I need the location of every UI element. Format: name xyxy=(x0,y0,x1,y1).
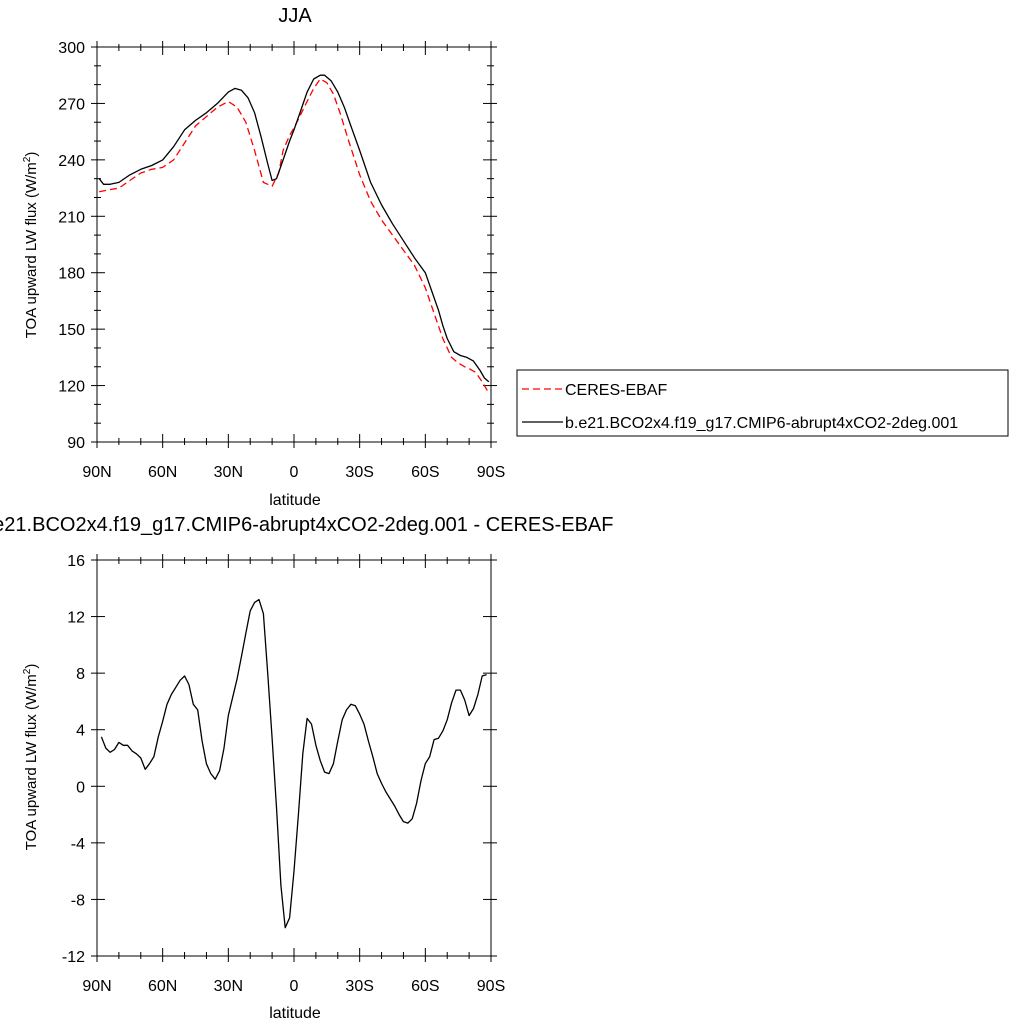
top-panel-series xyxy=(98,74,490,394)
top-y-tick-label: 210 xyxy=(58,209,85,226)
bottom-x-tick-label: 60N xyxy=(148,978,177,995)
bottom-x-tick-label: 60S xyxy=(411,978,439,995)
bottom-y-tick-label: 16 xyxy=(67,553,85,570)
bottom-series-line-0 xyxy=(100,598,487,929)
legend-ceres-label: CERES-EBAF xyxy=(565,382,667,399)
bottom-y-tick-label: 4 xyxy=(76,723,85,740)
top-y-axis-label: TOA upward LW flux (W/m2) xyxy=(22,152,40,339)
legend-box xyxy=(516,369,1009,437)
bottom-x-tick-label: 0 xyxy=(290,978,299,995)
bottom-y-tick-label: -8 xyxy=(71,892,85,909)
top-x-tick-label: 60S xyxy=(411,464,439,481)
top-x-axis-label: latitude xyxy=(269,492,321,509)
top-panel-ticks xyxy=(91,41,497,448)
bottom-y-tick-label: 8 xyxy=(76,666,85,683)
bottom-x-tick-label: 30S xyxy=(345,978,373,995)
bottom-x-tick-label: 90S xyxy=(477,978,505,995)
bottom-x-axis-label: latitude xyxy=(269,1005,321,1022)
bottom-panel-ticks xyxy=(91,554,497,962)
top-x-tick-label: 90N xyxy=(82,464,111,481)
legend: CERES-EBAF b.e21.BCO2x4.f19_g17.CMIP6-ab… xyxy=(516,369,1009,437)
top-panel-title: JJA xyxy=(278,5,312,27)
bottom-panel-title: b.e21.BCO2x4.f19_g17.CMIP6-abrupt4xCO2-2… xyxy=(0,514,614,536)
top-y-tick-label: 180 xyxy=(58,266,85,283)
top-x-tick-label: 30S xyxy=(345,464,373,481)
top-panel: JJA TOA upward LW flux (W/m2) latitude 9… xyxy=(22,5,1009,509)
bottom-y-tick-label: -4 xyxy=(71,836,85,853)
bottom-panel-tick-labels: 90N 60N 30N 0 30S 60S 90S -12 -8 -4 0 4 8 12 16 xyxy=(62,553,505,995)
top-y-tick-label: 150 xyxy=(58,322,85,339)
legend-model-label: b.e21.BCO2x4.f19_g17.CMIP6-abrupt4xCO2-2… xyxy=(565,415,958,432)
bottom-panel: b.e21.BCO2x4.f19_g17.CMIP6-abrupt4xCO2-2… xyxy=(0,514,614,1022)
top-x-tick-label: 30N xyxy=(214,464,243,481)
top-x-tick-label: 90S xyxy=(477,464,505,481)
top-series-line-0 xyxy=(99,78,490,394)
bottom-y-tick-label: 12 xyxy=(67,610,85,627)
top-y-tick-label: 240 xyxy=(58,153,85,170)
top-y-tick-label: 270 xyxy=(58,96,85,113)
bottom-y-tick-label: 0 xyxy=(76,779,85,796)
top-plot-frame xyxy=(96,46,492,443)
bottom-panel-series xyxy=(100,598,487,929)
bottom-y-axis-label: TOA upward LW flux (W/m2) xyxy=(22,664,40,851)
top-panel-tick-labels: 90N 60N 30N 0 30S 60S 90S 90 120 150 180 210 240 270 3… xyxy=(58,40,505,481)
top-y-tick-label: 90 xyxy=(67,435,85,452)
bottom-x-tick-label: 30N xyxy=(214,978,243,995)
top-y-tick-label: 120 xyxy=(58,379,85,396)
top-x-tick-label: 60N xyxy=(148,464,177,481)
bottom-y-tick-label: -12 xyxy=(62,949,85,966)
top-series-line-1 xyxy=(98,74,490,383)
top-y-tick-label: 300 xyxy=(58,40,85,57)
top-x-tick-label: 0 xyxy=(290,464,299,481)
bottom-x-tick-label: 90N xyxy=(82,978,111,995)
bottom-plot-frame xyxy=(96,559,492,957)
